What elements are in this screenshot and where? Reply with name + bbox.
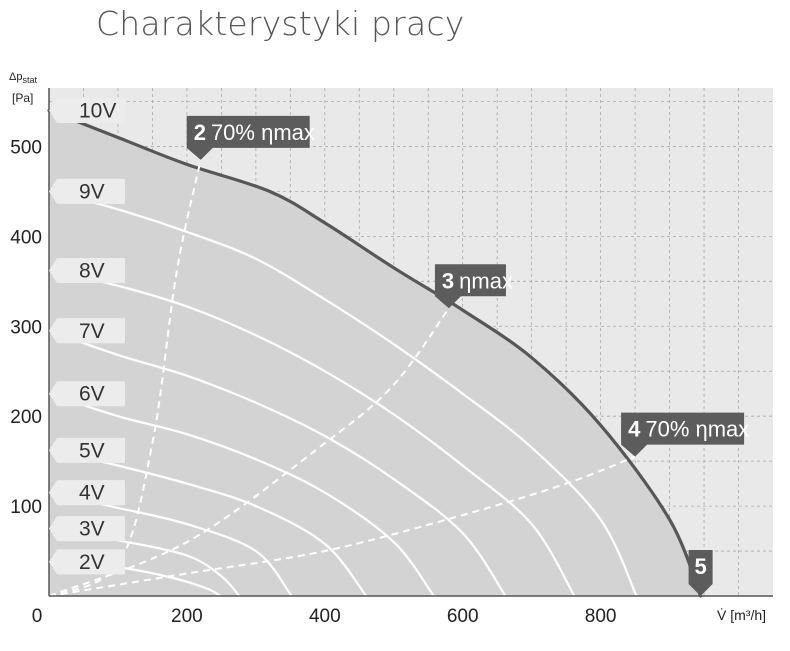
point-flag-box <box>434 264 506 309</box>
voltage-label-text: 3V <box>79 518 105 541</box>
voltage-label-text: 10V <box>79 99 116 122</box>
y-tick-label: 200 <box>10 407 42 428</box>
tick-labels: 0 200 400 600 800 100 200 300 400 500 <box>10 137 616 627</box>
voltage-curve-6v <box>47 392 435 598</box>
point-flag-text: ηmax <box>459 268 513 293</box>
point-flag-label: 2 70% ηmax <box>194 120 315 145</box>
y-axis-subscript: stat <box>22 75 37 85</box>
x-tick-label: 400 <box>309 606 341 627</box>
voltage-label-text: 6V <box>79 383 105 406</box>
point-flag-label: 3 ηmax <box>442 268 513 293</box>
point-flag-number: 2 <box>194 120 206 145</box>
voltage-label-tag <box>49 97 125 123</box>
voltage-label-text: 4V <box>79 482 105 505</box>
y-tick-label: 400 <box>10 227 42 248</box>
operating-line-3 <box>48 307 450 597</box>
voltage-label-3v: 3V <box>49 516 125 542</box>
x-tick-label: 0 <box>32 606 43 627</box>
x-axis-label: V̇ [m³/h] <box>717 607 766 623</box>
voltage-label-tag <box>49 178 125 204</box>
voltage-label-text: 9V <box>79 180 105 203</box>
voltage-labels: 10V 9V 8V 7V 6V 5V 4V 3V 2V <box>49 97 125 575</box>
y-axis-symbol: Δp <box>9 71 22 83</box>
y-tick-label: 500 <box>10 137 42 158</box>
x-tick-label: 600 <box>447 606 479 627</box>
voltage-label-tag <box>49 381 125 407</box>
voltage-label-10v: 10V <box>49 97 125 123</box>
point-flag-box <box>186 115 310 160</box>
voltage-curve-9v <box>47 190 638 598</box>
voltage-curve-8v <box>47 269 576 598</box>
voltage-label-7v: 7V <box>49 318 125 344</box>
point-flag-number: 5 <box>694 554 706 579</box>
voltage-curve-5v <box>47 449 368 598</box>
voltage-label-tag <box>49 549 125 575</box>
voltage-label-tag <box>49 516 125 542</box>
voltage-label-text: 5V <box>79 439 105 462</box>
point-flag-2: 2 70% ηmax <box>186 115 315 160</box>
voltage-label-5v: 5V <box>49 437 125 463</box>
page-title: Charakterystyki pracy <box>96 4 465 43</box>
operating-line-4 <box>48 455 636 597</box>
voltage-label-tag <box>49 480 125 506</box>
voltage-label-4v: 4V <box>49 480 125 506</box>
voltage-label-9v: 9V <box>49 178 125 204</box>
voltage-label-8v: 8V <box>49 258 125 284</box>
voltage-label-6v: 6V <box>49 381 125 407</box>
voltage-label-text: 2V <box>79 551 105 574</box>
y-axis-label: Δpstat <box>9 71 37 85</box>
point-flag-number: 4 <box>628 417 641 442</box>
voltage-label-text: 7V <box>79 320 105 343</box>
x-tick-label: 200 <box>171 606 203 627</box>
voltage-label-tag <box>49 258 125 284</box>
x-tick-label: 800 <box>585 606 617 627</box>
voltage-curves <box>47 108 703 598</box>
y-tick-label: 300 <box>10 317 42 338</box>
point-flag-4: 4 70% ηmax <box>621 412 749 457</box>
voltage-curve-10v <box>47 108 703 598</box>
voltage-curve-7v <box>47 329 507 598</box>
point-flag-label: 4 70% ηmax <box>628 417 749 442</box>
voltage-label-tag <box>49 318 125 344</box>
y-tick-label: 100 <box>10 497 42 518</box>
point-flag-3: 3 ηmax <box>434 264 513 309</box>
y-axis-unit: [Pa] <box>12 91 33 105</box>
point-flag-text: 70% ηmax <box>211 120 315 145</box>
point-flag-box <box>621 412 745 457</box>
point-flag-number: 3 <box>442 268 454 293</box>
voltage-label-tag <box>49 437 125 463</box>
operating-envelope <box>49 110 701 596</box>
operating-lines <box>48 159 636 597</box>
point-flag-box <box>688 550 713 596</box>
point-flag-text: 70% ηmax <box>645 417 749 442</box>
point-flag-5: 5 <box>688 550 713 596</box>
voltage-label-2v: 2V <box>49 549 125 575</box>
voltage-label-text: 8V <box>79 260 105 283</box>
